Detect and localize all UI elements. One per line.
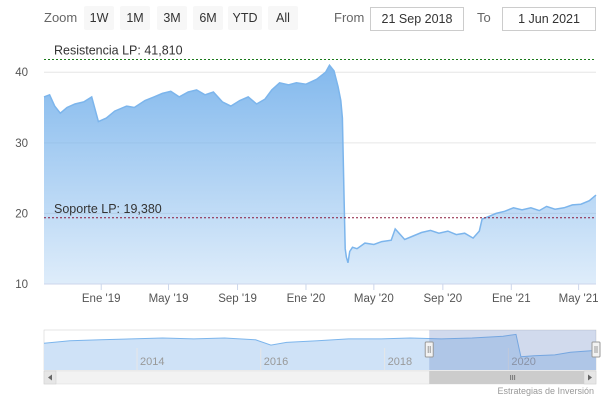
arrow-left-icon xyxy=(48,374,52,381)
navigator-year-label: 2014 xyxy=(140,356,164,368)
price-area xyxy=(44,65,596,284)
handle-grip xyxy=(424,341,434,358)
y-tick-label: 20 xyxy=(15,208,28,220)
arrow-right-icon xyxy=(588,374,592,381)
zoom-all-button[interactable]: All xyxy=(268,6,298,30)
zoom-3m-button[interactable]: 3M xyxy=(157,6,187,30)
handle-grip xyxy=(591,341,601,358)
to-label: To xyxy=(477,10,491,25)
y-tick-label: 10 xyxy=(15,279,28,291)
to-date-input[interactable] xyxy=(502,7,596,31)
navigator-area xyxy=(44,334,596,370)
navigator-year-label: 2016 xyxy=(264,356,288,368)
navigator-right-handle[interactable] xyxy=(591,341,601,358)
navigator-left-handle[interactable] xyxy=(424,341,434,358)
navigator-line xyxy=(43,333,597,358)
credits[interactable]: Estrategias de Inversión xyxy=(497,386,594,396)
x-tick-label: May '21 xyxy=(559,293,599,305)
price-line xyxy=(43,63,597,264)
navigator-selection[interactable] xyxy=(429,330,596,370)
y-tick-label: 40 xyxy=(15,67,28,79)
navigator-year-label: 2020 xyxy=(511,356,535,368)
zoom-1w-button[interactable]: 1W xyxy=(84,6,114,30)
y-tick-label: 30 xyxy=(15,138,28,150)
x-tick-label: May '20 xyxy=(354,293,394,305)
support-label: Soporte LP: 19,380 xyxy=(54,202,162,216)
resistance-label: Resistencia LP: 41,810 xyxy=(54,43,183,57)
from-label: From xyxy=(334,10,365,25)
navigator-year-label: 2018 xyxy=(388,356,412,368)
x-tick-label: May '19 xyxy=(149,293,189,305)
zoom-label: Zoom xyxy=(44,10,78,25)
zoom-1m-button[interactable]: 1M xyxy=(120,6,150,30)
from-date-input[interactable] xyxy=(370,7,464,31)
x-tick-label: Sep '20 xyxy=(424,293,463,305)
x-tick-label: Ene '20 xyxy=(287,293,326,305)
x-tick-label: Sep '19 xyxy=(218,293,257,305)
zoom-ytd-button[interactable]: YTD xyxy=(228,6,262,30)
x-tick-label: Ene '21 xyxy=(492,293,531,305)
zoom-6m-button[interactable]: 6M xyxy=(193,6,223,30)
x-tick-label: Ene '19 xyxy=(82,293,121,305)
